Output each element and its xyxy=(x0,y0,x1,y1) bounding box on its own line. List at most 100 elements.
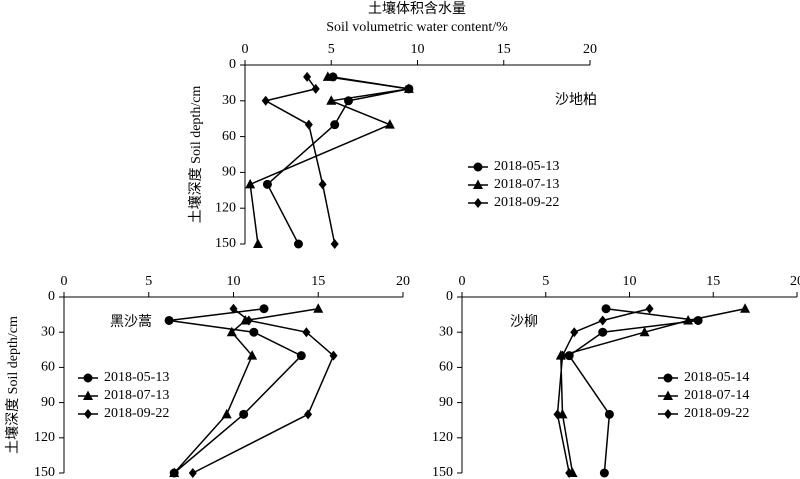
series-line xyxy=(173,307,319,474)
marker xyxy=(261,95,270,106)
x-tick-label: 0 xyxy=(61,274,68,289)
marker xyxy=(330,120,340,130)
legend-marker xyxy=(473,179,483,189)
marker xyxy=(326,95,337,105)
y-tick-label: 60 xyxy=(41,360,55,375)
y-tick-label: 90 xyxy=(41,395,55,410)
y-axis-label: 土壤深度 Soil depth/cm xyxy=(4,316,21,454)
x-tick-label: 15 xyxy=(497,42,511,57)
y-tick-label: 30 xyxy=(222,93,236,108)
y-tick-label: 90 xyxy=(222,165,236,180)
legend-marker xyxy=(474,198,482,208)
legend-label: 2018-05-13 xyxy=(494,159,559,174)
series-line xyxy=(556,308,650,474)
marker xyxy=(558,350,567,361)
legend-label: 2018-09-22 xyxy=(684,406,749,421)
x-tick-label: 5 xyxy=(328,42,335,57)
legend-marker xyxy=(664,409,672,419)
series-line xyxy=(249,76,409,245)
chart-title: 土壤体积含水量 xyxy=(368,0,466,17)
marker xyxy=(403,83,414,93)
y-tick-label: 120 xyxy=(215,200,236,215)
legend-marker xyxy=(83,373,93,383)
marker xyxy=(169,467,180,477)
series-line xyxy=(560,307,746,474)
marker xyxy=(318,179,327,190)
annotation: 黑沙蒿 xyxy=(110,314,152,330)
marker xyxy=(259,304,269,314)
x-tick-label: 10 xyxy=(227,274,241,289)
x-tick-label: 20 xyxy=(790,274,800,289)
y-tick-label: 0 xyxy=(48,289,55,304)
marker xyxy=(229,303,238,314)
legend-label: 2018-05-14 xyxy=(684,370,749,385)
legend-marker xyxy=(473,162,483,172)
series-line xyxy=(192,308,335,474)
marker xyxy=(313,303,324,313)
x-tick-label: 5 xyxy=(145,274,152,289)
marker xyxy=(245,178,256,189)
marker xyxy=(226,326,237,337)
legend-label: 2018-07-13 xyxy=(494,177,559,192)
x-tick-label: 15 xyxy=(706,274,720,289)
marker xyxy=(302,327,311,338)
x-tick-label: 0 xyxy=(459,274,466,289)
chart-subtitle: Soil volumetric water content/% xyxy=(326,20,508,35)
marker xyxy=(244,315,253,326)
marker xyxy=(303,71,312,82)
y-axis-label: 土壤深度 Soil depth/cm xyxy=(187,86,204,224)
x-tick-label: 15 xyxy=(311,274,325,289)
marker xyxy=(322,71,333,81)
marker xyxy=(639,326,650,337)
legend-marker xyxy=(663,390,673,400)
marker xyxy=(599,468,609,478)
y-tick-label: 120 xyxy=(34,430,55,445)
marker xyxy=(598,327,608,337)
y-tick-label: 0 xyxy=(446,289,453,304)
marker xyxy=(598,315,607,326)
series-line xyxy=(263,76,336,245)
marker xyxy=(221,408,232,419)
y-tick-label: 120 xyxy=(432,430,453,445)
y-tick-label: 0 xyxy=(229,57,236,72)
y-tick-label: 150 xyxy=(215,236,236,251)
legend-marker xyxy=(83,390,93,400)
marker xyxy=(330,239,339,249)
marker xyxy=(188,468,197,478)
x-tick-label: 5 xyxy=(542,274,549,289)
legend-marker xyxy=(663,373,673,383)
y-tick-label: 60 xyxy=(439,360,453,375)
y-tick-label: 30 xyxy=(41,324,55,339)
marker xyxy=(570,327,579,338)
y-tick-label: 60 xyxy=(222,129,236,144)
series-line xyxy=(266,76,410,245)
y-tick-label: 30 xyxy=(439,324,453,339)
legend-marker xyxy=(84,409,92,419)
legend-label: 2018-07-14 xyxy=(684,388,749,403)
marker xyxy=(384,119,395,129)
marker xyxy=(601,304,611,314)
marker xyxy=(553,409,562,420)
marker xyxy=(262,179,272,189)
y-tick-label: 90 xyxy=(439,395,453,410)
y-tick-label: 150 xyxy=(34,465,55,479)
marker xyxy=(252,238,263,248)
x-tick-label: 20 xyxy=(396,274,410,289)
marker xyxy=(645,303,654,314)
marker xyxy=(329,350,338,361)
x-tick-label: 20 xyxy=(583,42,597,57)
marker xyxy=(311,83,320,94)
annotation: 沙地柏 xyxy=(555,92,597,108)
x-tick-label: 10 xyxy=(411,42,425,57)
marker xyxy=(683,314,694,325)
marker xyxy=(304,409,313,420)
marker xyxy=(239,409,249,419)
legend-label: 2018-09-22 xyxy=(494,195,559,210)
marker xyxy=(304,119,313,130)
legend-label: 2018-07-13 xyxy=(104,388,169,403)
series-line xyxy=(168,307,303,474)
marker xyxy=(293,239,303,249)
y-tick-label: 150 xyxy=(432,465,453,479)
x-tick-label: 0 xyxy=(242,42,249,57)
